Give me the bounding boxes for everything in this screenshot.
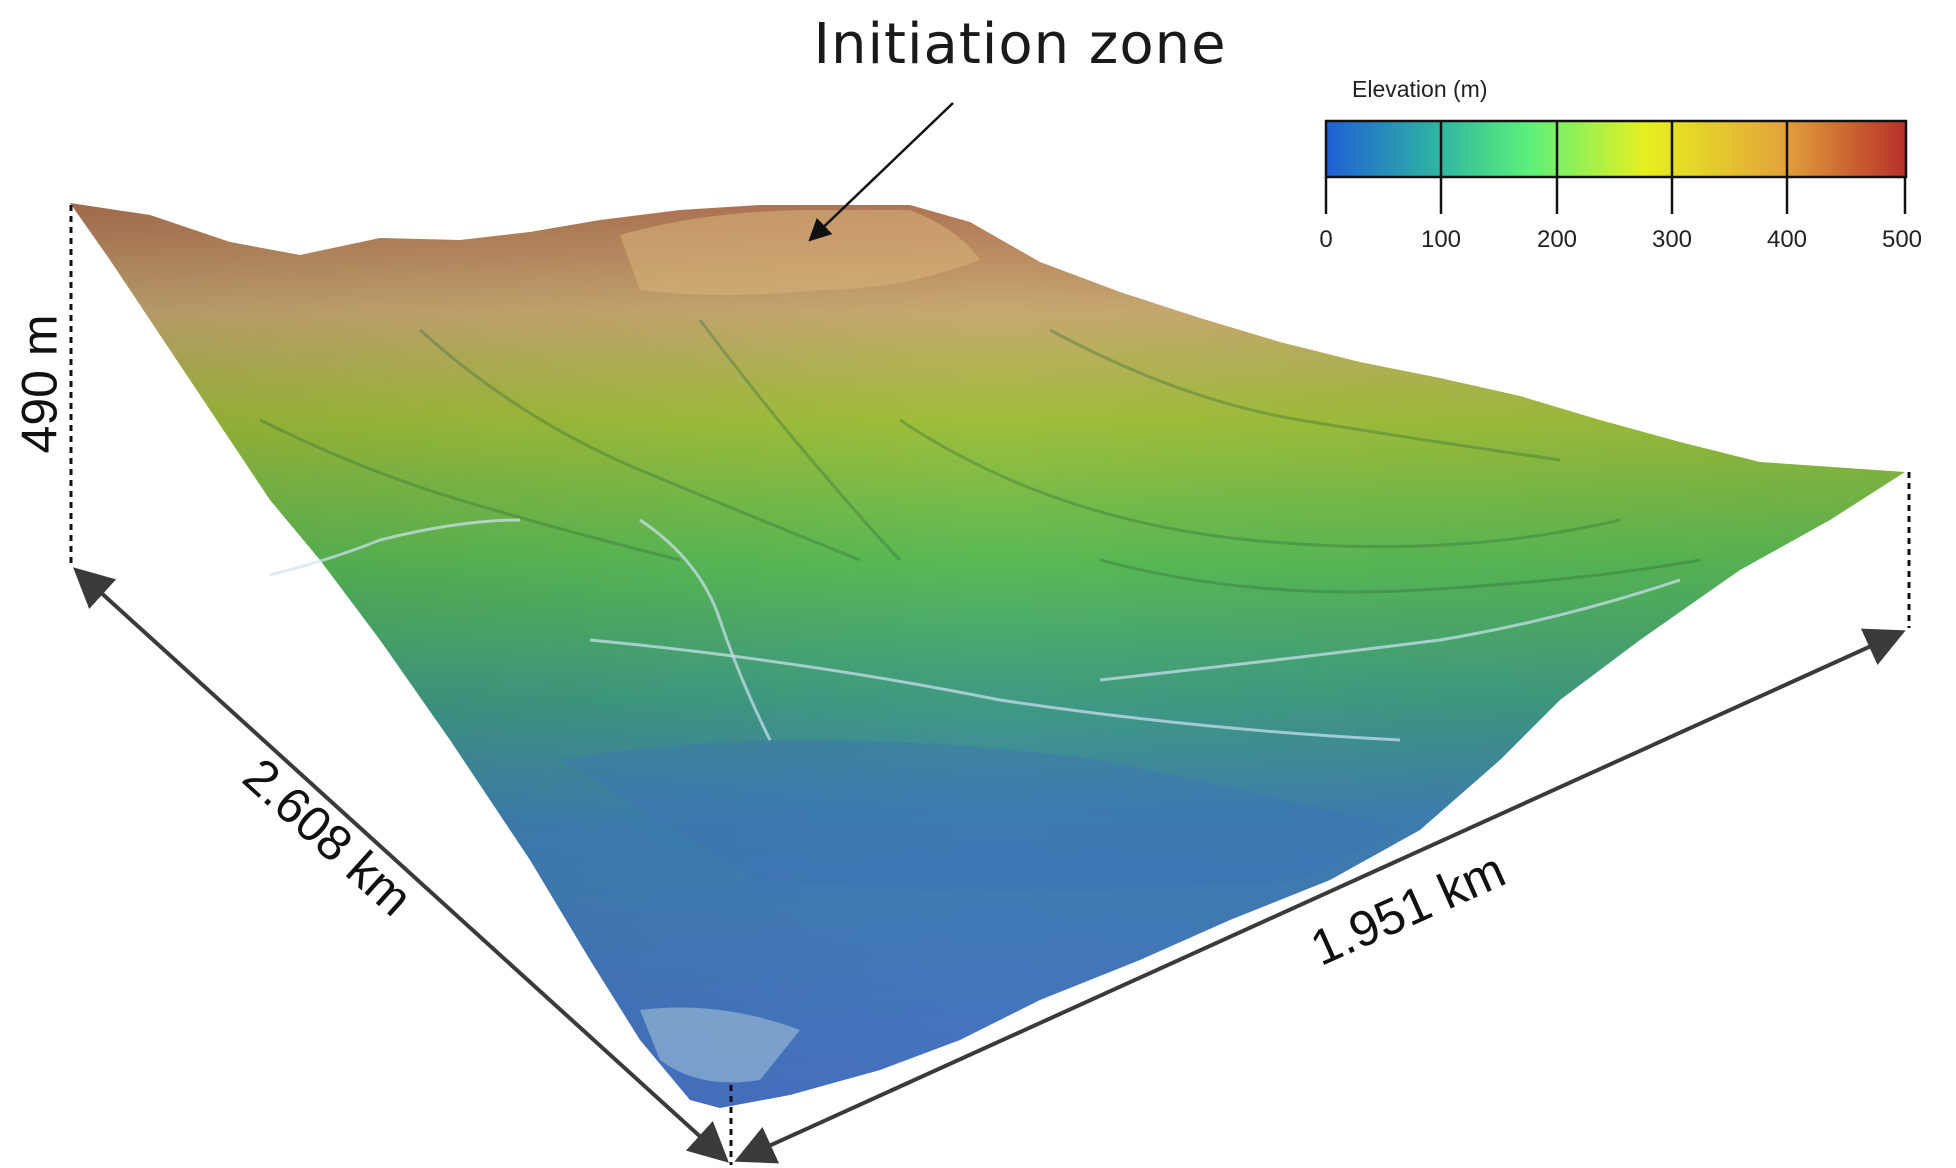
initiation-zone-arrow: [808, 102, 954, 242]
initiation-zone-label: Initiation zone: [813, 12, 1227, 77]
colorbar-tick: 200: [1536, 226, 1578, 253]
left-edge-arrow: [73, 567, 729, 1163]
colorbar-tick: 100: [1420, 226, 1462, 253]
colorbar-tick: 0: [1319, 226, 1333, 253]
colorbar-tick: 400: [1766, 226, 1808, 253]
colorbar: [1324, 119, 1908, 214]
height-dimension-label: 490 m: [11, 314, 68, 454]
colorbar-title: Elevation (m): [1352, 76, 1488, 102]
colorbar-tick: 300: [1651, 226, 1693, 253]
colorbar-ramp: [1324, 119, 1908, 179]
right-edge-arrow: [734, 628, 1906, 1164]
initiation-zone-area: [620, 210, 980, 295]
ridge-lines: [259, 319, 1701, 594]
colorbar-tick: 500: [1881, 226, 1923, 253]
